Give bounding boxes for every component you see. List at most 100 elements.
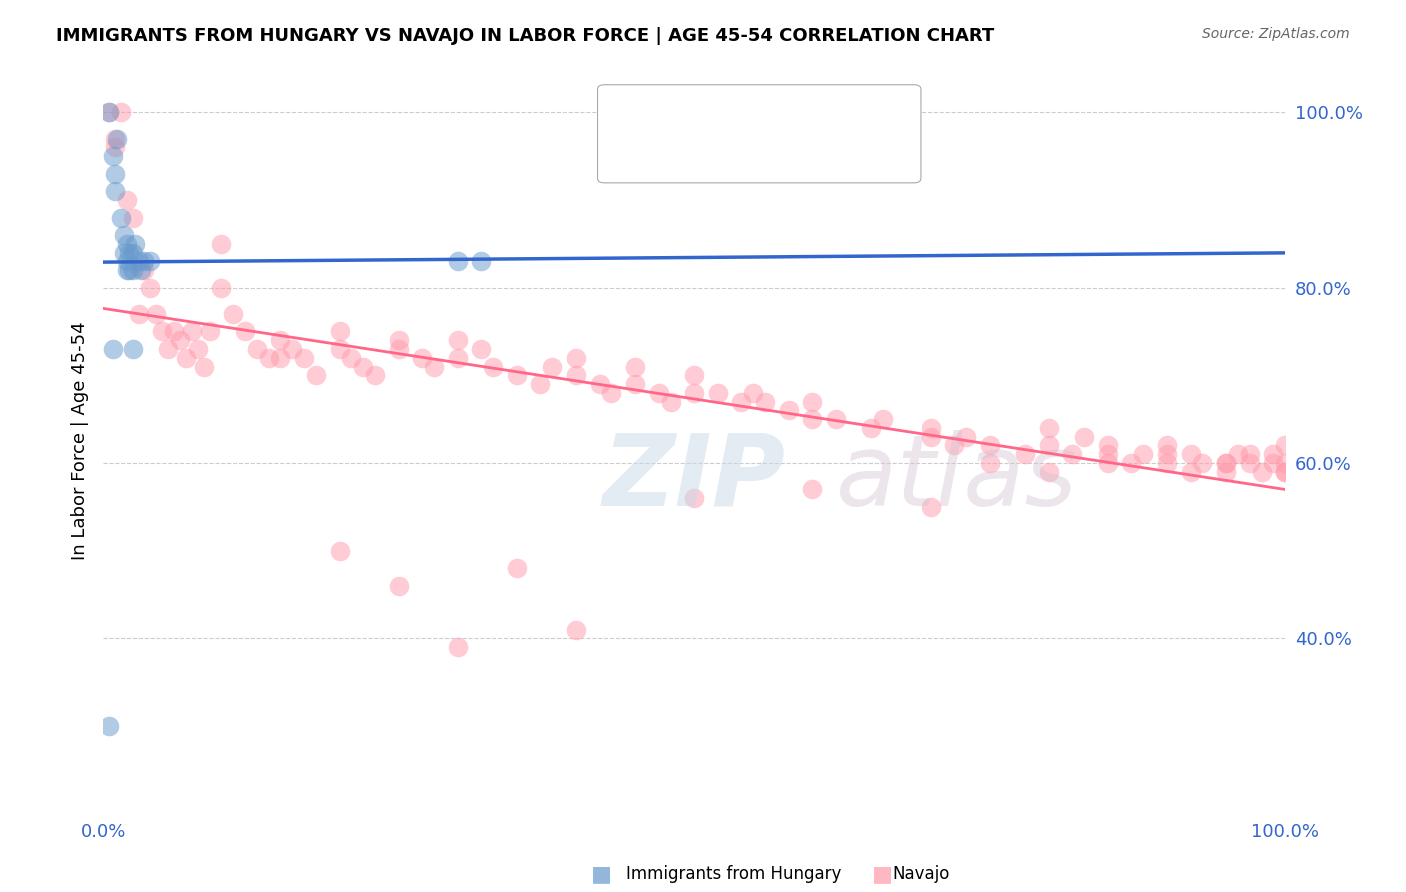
Point — [541, 359, 564, 374]
Point — [1274, 465, 1296, 479]
Point — [292, 351, 315, 365]
Point — [979, 456, 1001, 470]
Point — [1239, 447, 1261, 461]
Text: Source: ZipAtlas.com: Source: ZipAtlas.com — [1202, 27, 1350, 41]
Point — [328, 325, 350, 339]
Point — [600, 385, 623, 400]
Point — [101, 149, 124, 163]
Point — [659, 394, 682, 409]
Point — [742, 385, 765, 400]
Point — [1097, 447, 1119, 461]
Point — [1156, 447, 1178, 461]
Point — [128, 254, 150, 268]
Point — [1180, 465, 1202, 479]
Point — [470, 342, 492, 356]
Point — [104, 167, 127, 181]
Text: ■: ■ — [872, 864, 893, 884]
Point — [328, 543, 350, 558]
Text: ZIP: ZIP — [603, 430, 786, 527]
Text: R =: R = — [647, 103, 678, 120]
Point — [1062, 447, 1084, 461]
Point — [683, 385, 706, 400]
Point — [281, 342, 304, 356]
Point — [1274, 465, 1296, 479]
Point — [257, 351, 280, 365]
Point — [104, 140, 127, 154]
Text: Navajo: Navajo — [893, 865, 950, 883]
Point — [124, 236, 146, 251]
Point — [1156, 456, 1178, 470]
Text: N =: N = — [773, 103, 804, 120]
Point — [209, 236, 232, 251]
Point — [860, 421, 883, 435]
Point — [624, 377, 647, 392]
Point — [1263, 456, 1285, 470]
Point — [1038, 465, 1060, 479]
Text: 0.199: 0.199 — [710, 103, 766, 120]
Point — [1073, 430, 1095, 444]
Point — [447, 351, 470, 365]
Point — [118, 263, 141, 277]
Point — [112, 228, 135, 243]
Point — [115, 263, 138, 277]
Point — [388, 342, 411, 356]
Point — [683, 368, 706, 383]
Point — [157, 342, 180, 356]
Point — [506, 561, 529, 575]
Point — [121, 263, 143, 277]
Point — [920, 430, 942, 444]
Point — [104, 131, 127, 145]
Y-axis label: In Labor Force | Age 45-54: In Labor Force | Age 45-54 — [72, 322, 89, 560]
Point — [647, 385, 669, 400]
Point — [121, 342, 143, 356]
Point — [979, 438, 1001, 452]
Point — [340, 351, 363, 365]
Point — [134, 263, 156, 277]
Point — [352, 359, 374, 374]
Point — [180, 325, 202, 339]
Point — [222, 307, 245, 321]
Point — [754, 394, 776, 409]
Point — [269, 351, 291, 365]
Point — [98, 719, 121, 733]
Point — [1038, 438, 1060, 452]
Point — [872, 412, 894, 426]
Point — [305, 368, 328, 383]
Point — [920, 421, 942, 435]
Point — [139, 280, 162, 294]
Point — [115, 236, 138, 251]
Point — [801, 394, 824, 409]
Point — [1250, 465, 1272, 479]
Text: Immigrants from Hungary: Immigrants from Hungary — [626, 865, 841, 883]
Text: -0.389: -0.389 — [710, 143, 775, 161]
Point — [683, 491, 706, 505]
Point — [174, 351, 197, 365]
Point — [778, 403, 800, 417]
Point — [920, 500, 942, 514]
Text: ■: ■ — [591, 864, 612, 884]
Point — [112, 245, 135, 260]
Point — [129, 263, 152, 277]
Point — [198, 325, 221, 339]
Point — [1274, 456, 1296, 470]
Point — [163, 325, 186, 339]
Text: ■: ■ — [621, 102, 643, 121]
Point — [1215, 465, 1237, 479]
Point — [169, 333, 191, 347]
Point — [825, 412, 848, 426]
Point — [209, 280, 232, 294]
Point — [1014, 447, 1036, 461]
Text: ■: ■ — [621, 142, 643, 161]
Point — [801, 412, 824, 426]
Point — [565, 623, 588, 637]
Point — [565, 368, 588, 383]
Point — [588, 377, 610, 392]
Text: atlas: atlas — [837, 430, 1077, 527]
Point — [1215, 456, 1237, 470]
Text: 110: 110 — [837, 143, 875, 161]
Point — [328, 342, 350, 356]
Point — [121, 245, 143, 260]
Point — [482, 359, 505, 374]
Point — [529, 377, 551, 392]
Point — [105, 131, 128, 145]
